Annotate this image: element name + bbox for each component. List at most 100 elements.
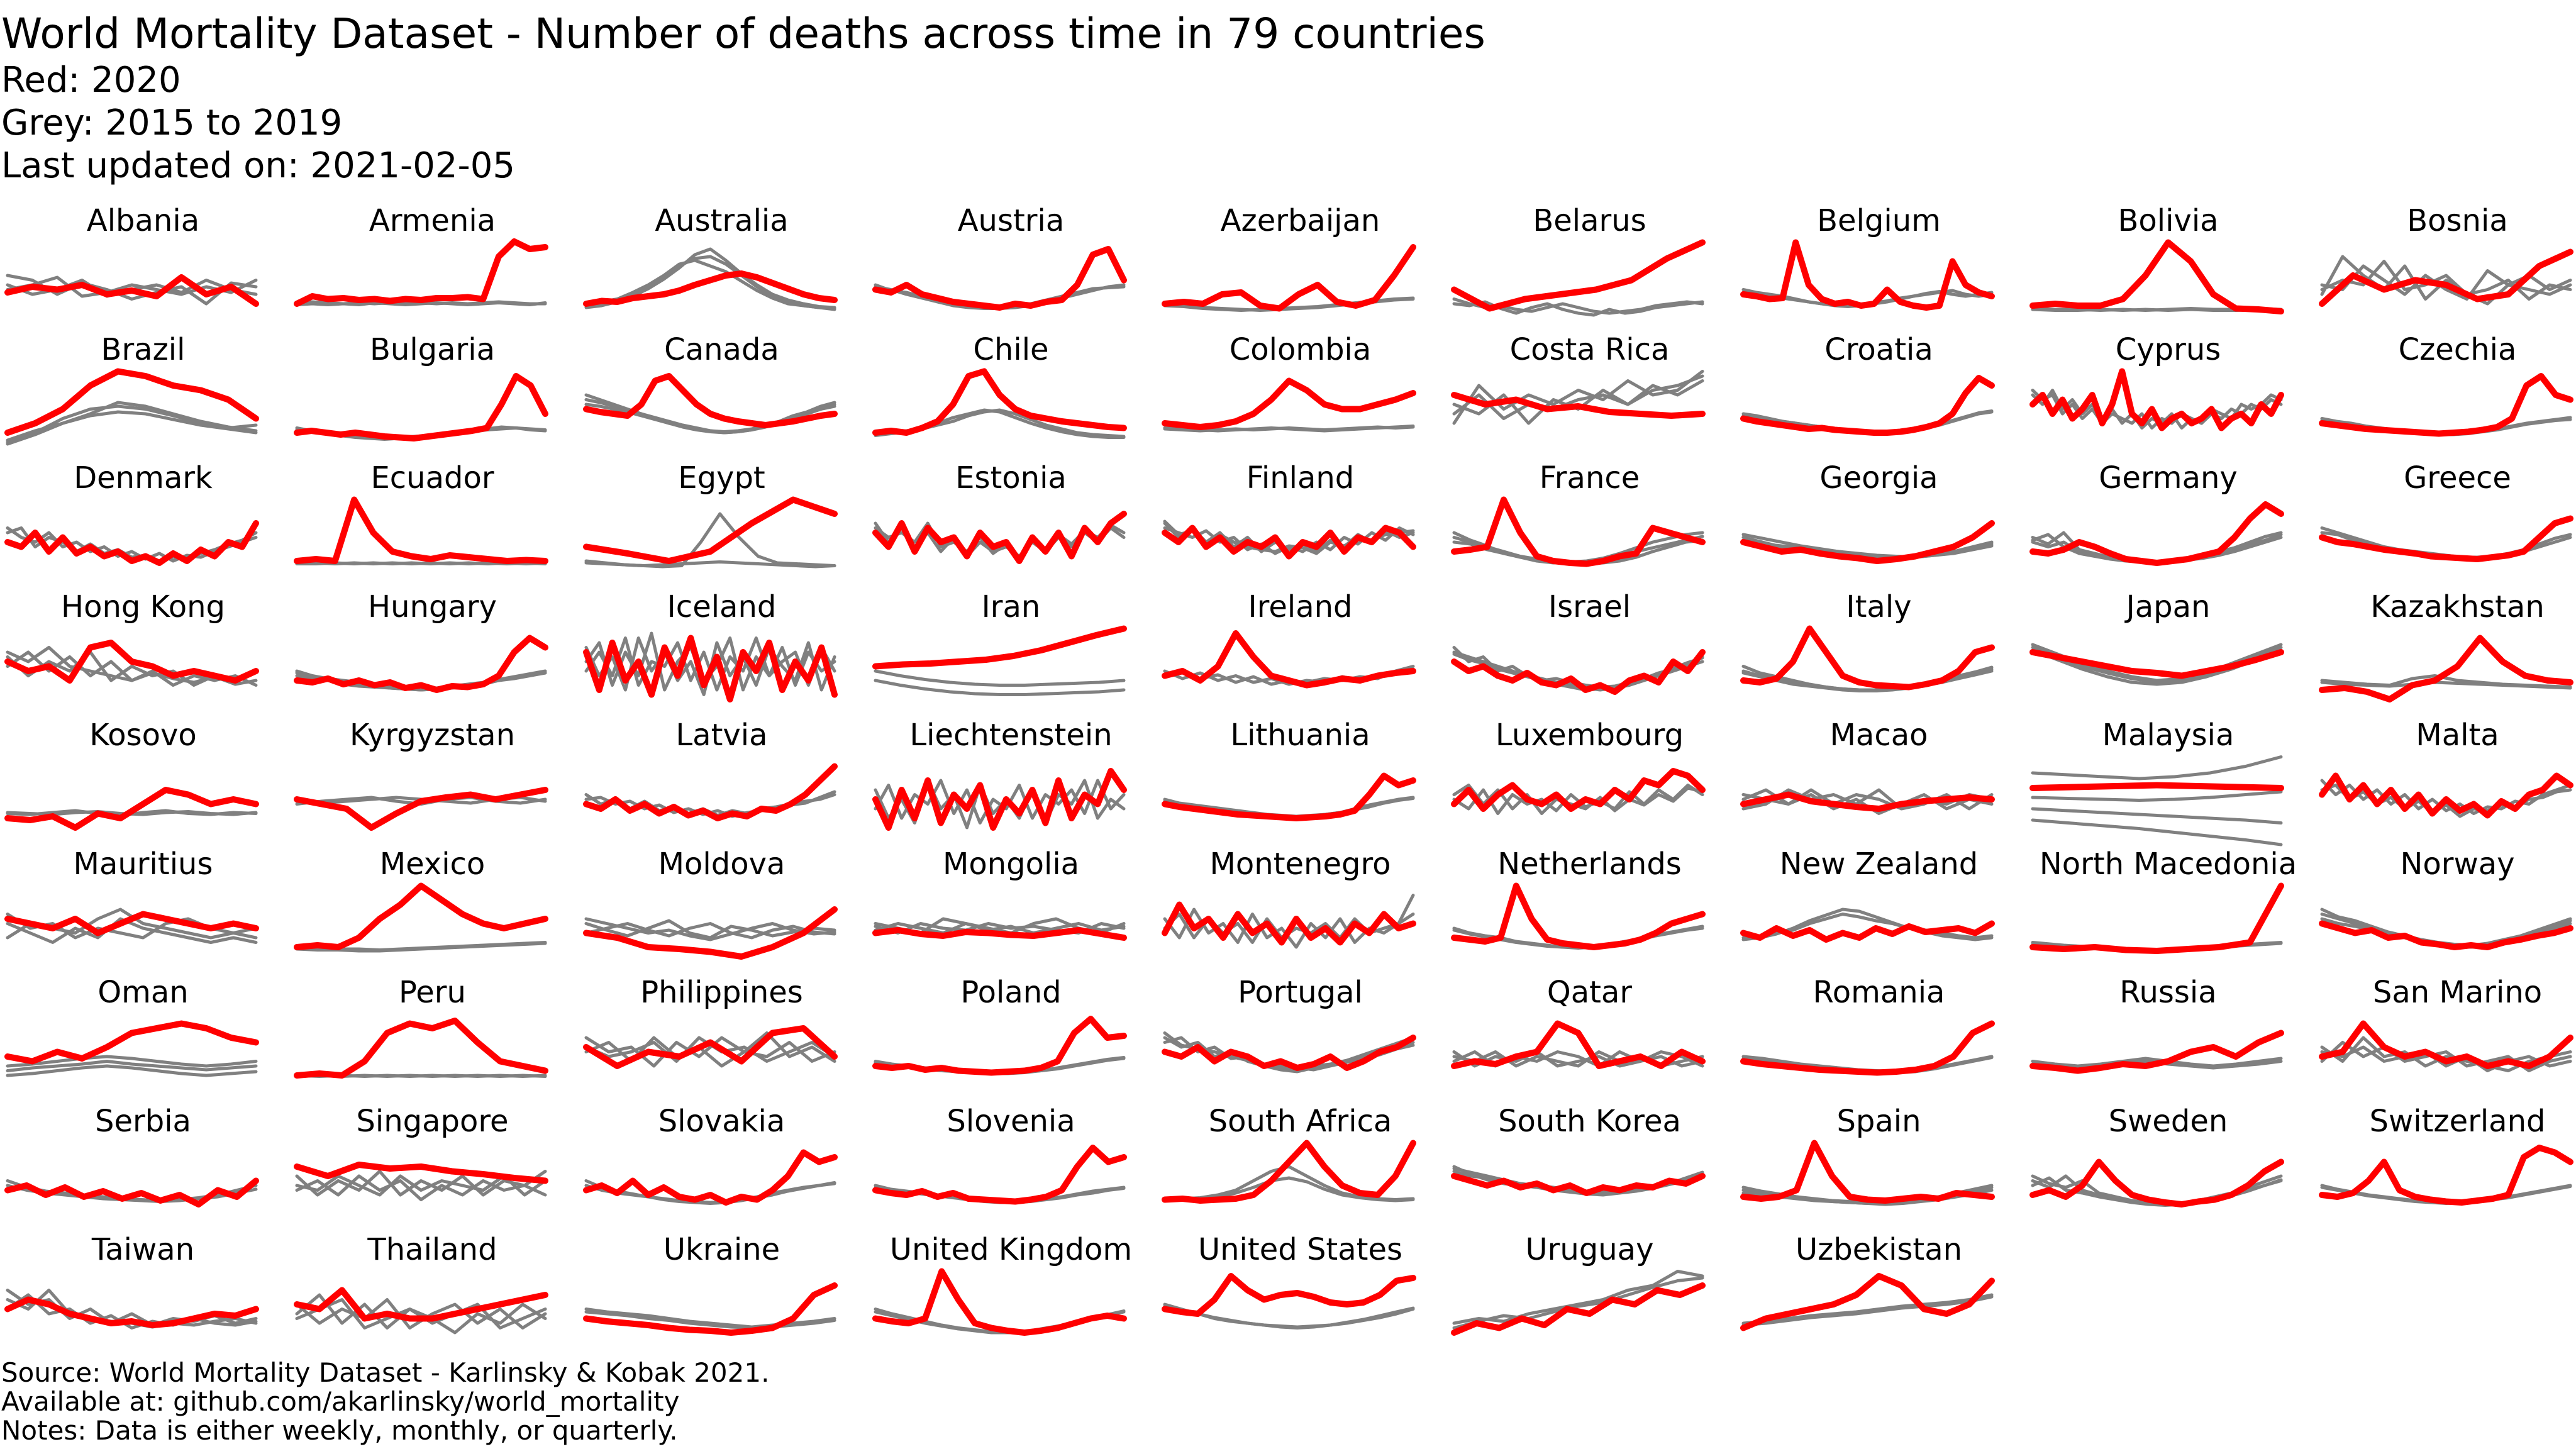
panel-australia: Australia [579,203,865,331]
panel-plot-poland [872,1016,1127,1076]
panel-montenegro: Montenegro [1157,846,1443,974]
panel-plot-bosnia [2319,248,2573,307]
panel-france: France [1446,460,1733,588]
panel-egypt: Egypt [579,460,865,588]
panel-plot-costa-rica [1451,369,1706,425]
series-line-israel-2020 [1451,648,1706,695]
series-line-norway-2020 [2319,920,2573,950]
series-line-azerbaijan-2020 [1162,244,1416,312]
legend-red-note: Red: 2020 [1,60,181,101]
panel-mexico: Mexico [289,846,575,974]
panel-plot-albania [4,274,259,307]
panel-title-azerbaijan: Azerbaijan [1220,203,1380,238]
panel-uruguay: Uruguay [1446,1231,1733,1360]
series-line-iran-2020 [872,625,1127,669]
panel-slovenia: Slovenia [868,1103,1154,1231]
series-line-belgium-2020 [1740,239,1995,311]
panel-kosovo: Kosovo [0,717,286,845]
panel-title-poland: Poland [960,975,1062,1010]
panel-plot-brazil [4,368,259,445]
panel-plot-netherlands [1451,882,1706,950]
panel-plot-portugal [1162,1031,1416,1074]
panel-title-montenegro: Montenegro [1209,846,1391,882]
panel-title-oman: Oman [97,975,189,1010]
panel-belgium: Belgium [1736,203,2022,331]
panel-plot-belgium [1740,239,1995,311]
panel-plot-new-zealand [1740,908,1995,943]
series-line-luxembourg-2020 [1451,768,1706,812]
panel-title-south-africa: South Africa [1208,1103,1392,1139]
series-line-russia-2020 [2029,1030,2284,1074]
panel-belarus: Belarus [1446,203,1733,331]
series-line-brazil-previous-3 [6,410,258,445]
panel-title-czechia: Czechia [2398,331,2517,367]
panel-plot-north-macedonia [2029,882,2284,954]
panel-kyrgyzstan: Kyrgyzstan [289,717,575,845]
panel-plot-iran [872,625,1127,696]
series-line-poland-2020 [872,1016,1127,1076]
series-line-lithuania-2020 [1162,772,1416,821]
panel-austria: Austria [868,203,1154,331]
series-line-cyprus-2020 [2029,368,2284,431]
panel-chile: Chile [868,331,1154,460]
series-line-colombia-previous-2 [1163,425,1415,432]
panel-armenia: Armenia [289,203,575,331]
series-line-romania-2020 [1740,1020,1995,1076]
series-line-georgia-previous-3 [1741,533,1994,560]
panel-title-kyrgyzstan: Kyrgyzstan [349,718,515,753]
panel-portugal: Portugal [1157,974,1443,1102]
series-line-montenegro-2020 [1162,901,1416,945]
panel-san-marino: San Marino [2314,974,2576,1102]
series-line-san-marino-previous-3 [2320,1045,2572,1072]
panel-plot-georgia [1740,520,1995,564]
series-line-san-marino-2020 [2319,1020,2573,1069]
data-frequency-note: Notes: Data is either weekly, monthly, o… [1,1415,678,1446]
panel-plot-france [1451,496,1706,567]
series-line-brazil-previous-2 [6,401,258,441]
panel-plot-slovakia [583,1149,838,1206]
series-line-australia-previous-3 [584,258,836,311]
series-line-portugal-2020 [1162,1035,1416,1071]
series-line-ukraine-2020 [583,1282,838,1336]
panel-plot-sweden [2029,1158,2284,1208]
panel-iceland: Iceland [579,589,865,717]
series-line-iceland-2020 [583,635,838,702]
panel-title-malta: Malta [2416,718,2499,753]
series-line-bulgaria-2020 [294,372,548,441]
panel-plot-singapore [294,1161,548,1201]
panel-plot-croatia [1740,374,1995,436]
panel-plot-estonia [872,511,1127,564]
panel-plot-kyrgyzstan [294,787,548,831]
panel-title-croatia: Croatia [1824,331,1933,367]
panel-title-mauritius: Mauritius [73,846,213,882]
panel-israel: Israel [1446,589,1733,717]
panel-title-chile: Chile [973,331,1049,367]
panel-plot-israel [1451,645,1706,695]
panel-united-states: United States [1157,1231,1443,1360]
panel-switzerland: Switzerland [2314,1103,2576,1231]
series-line-mauritius-2020 [4,911,259,936]
panel-plot-japan [2029,643,2284,686]
panel-title-macao: Macao [1829,718,1928,753]
series-line-ecuador-2020 [294,496,548,564]
panel-north-macedonia: North Macedonia [2025,846,2311,974]
panel-title-singapore: Singapore [356,1103,509,1139]
series-line-kazakhstan-2020 [2319,635,2573,702]
panel-plot-cyprus [2029,368,2284,431]
panel-plot-uruguay [1451,1270,1706,1336]
panel-plot-united-kingdom [872,1268,1127,1336]
series-line-canada-2020 [583,372,838,428]
panel-luxembourg: Luxembourg [1446,717,1733,845]
panel-macao: Macao [1736,717,2022,845]
series-line-uruguay-previous-1 [1452,1270,1704,1325]
series-line-singapore-2020 [294,1161,548,1184]
series-line-egypt-previous-2 [584,560,836,569]
panel-albania: Albania [0,203,286,331]
series-line-spain-2020 [1740,1140,1995,1204]
panel-taiwan: Taiwan [0,1231,286,1360]
series-line-albania-2020 [4,274,259,307]
series-line-south-korea-2020 [1451,1172,1706,1196]
panel-moldova: Moldova [579,846,865,974]
panel-plot-philippines [583,1025,838,1069]
series-line-philippines-2020 [583,1025,838,1069]
